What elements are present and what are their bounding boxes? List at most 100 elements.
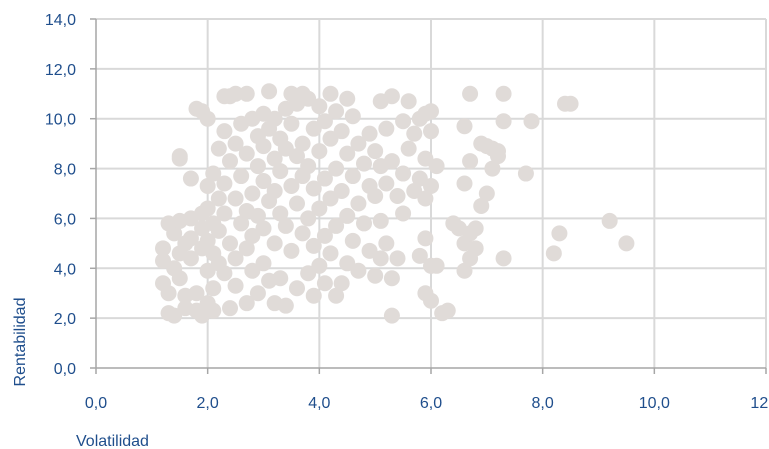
data-point — [272, 163, 289, 180]
data-point — [238, 240, 255, 257]
data-point — [199, 232, 216, 249]
data-point — [160, 285, 177, 302]
data-point — [367, 143, 384, 160]
data-point — [372, 250, 389, 267]
data-point — [462, 85, 479, 102]
data-point — [182, 250, 199, 267]
x-tick-label: 12,0 — [750, 395, 769, 412]
data-point — [423, 123, 439, 140]
x-tick-label: 2,0 — [197, 395, 219, 412]
data-point — [395, 113, 412, 130]
data-point — [395, 205, 412, 222]
axes — [90, 18, 767, 374]
data-point — [305, 180, 322, 197]
data-point — [333, 123, 350, 140]
data-point — [601, 212, 618, 229]
data-point — [238, 295, 255, 312]
data-point — [322, 85, 339, 102]
data-point — [311, 98, 328, 115]
data-point — [227, 190, 244, 207]
data-point — [255, 220, 272, 237]
data-point — [283, 178, 300, 195]
data-point — [523, 113, 540, 130]
data-point — [333, 183, 350, 200]
data-point — [244, 185, 261, 202]
data-point — [423, 292, 439, 309]
data-point — [305, 287, 322, 304]
data-point — [389, 250, 406, 267]
data-point — [400, 140, 417, 157]
data-point — [294, 135, 311, 152]
data-point — [205, 165, 222, 182]
data-point — [400, 93, 417, 110]
data-point — [383, 153, 400, 170]
y-tick-label: 10,0 — [45, 112, 76, 129]
data-point — [305, 237, 322, 254]
data-point — [210, 190, 227, 207]
data-point — [367, 187, 384, 204]
data-point — [456, 118, 473, 135]
data-point — [439, 302, 456, 319]
data-point — [316, 227, 333, 244]
data-point — [227, 250, 244, 267]
data-point — [261, 83, 278, 100]
x-tick-labels: 0,0 2,0 4,0 6,0 8,0 10,0 12,0 — [85, 395, 769, 412]
data-point — [473, 197, 490, 214]
data-point — [199, 110, 216, 127]
data-point — [238, 85, 255, 102]
data-point — [316, 113, 333, 130]
data-point — [182, 170, 199, 187]
data-point — [188, 285, 205, 302]
data-point — [182, 230, 199, 247]
x-tick-label: 10,0 — [639, 395, 670, 412]
data-point — [339, 90, 356, 107]
data-point — [205, 302, 222, 319]
data-point — [383, 88, 400, 105]
data-point — [294, 225, 311, 242]
data-point — [406, 125, 423, 142]
data-point — [255, 173, 272, 190]
data-point — [344, 168, 361, 185]
data-point — [484, 160, 501, 177]
data-point — [227, 135, 244, 152]
data-point — [467, 220, 484, 237]
data-point — [328, 287, 345, 304]
data-point — [222, 153, 238, 170]
y-tick-label: 6,0 — [54, 211, 76, 228]
data-point — [277, 217, 294, 234]
data-point — [283, 242, 300, 259]
data-point — [517, 165, 534, 182]
data-point — [266, 110, 283, 127]
data-point — [328, 103, 345, 120]
data-point — [356, 155, 372, 172]
data-point — [316, 170, 333, 187]
data-point — [266, 150, 283, 167]
data-point — [171, 148, 188, 165]
data-point — [216, 175, 233, 192]
data-point — [618, 235, 635, 252]
x-tick-label: 8,0 — [532, 395, 554, 412]
data-point — [300, 158, 317, 175]
data-point — [395, 165, 412, 182]
data-point — [545, 245, 562, 262]
data-point — [462, 153, 479, 170]
data-point — [350, 262, 367, 279]
data-point — [249, 285, 266, 302]
data-point — [423, 103, 439, 120]
data-point — [361, 125, 378, 142]
data-point — [372, 212, 389, 229]
data-point — [417, 190, 434, 207]
data-point — [233, 215, 250, 232]
data-point — [383, 270, 400, 287]
x-tick-label: 4,0 — [308, 395, 330, 412]
data-point — [272, 270, 289, 287]
data-point — [423, 178, 439, 195]
data-point — [367, 267, 384, 284]
x-axis-title: Volatilidad — [76, 433, 149, 449]
data-point — [249, 158, 266, 175]
data-point — [233, 168, 250, 185]
data-point — [356, 215, 372, 232]
data-point — [456, 175, 473, 192]
data-point — [199, 178, 216, 195]
